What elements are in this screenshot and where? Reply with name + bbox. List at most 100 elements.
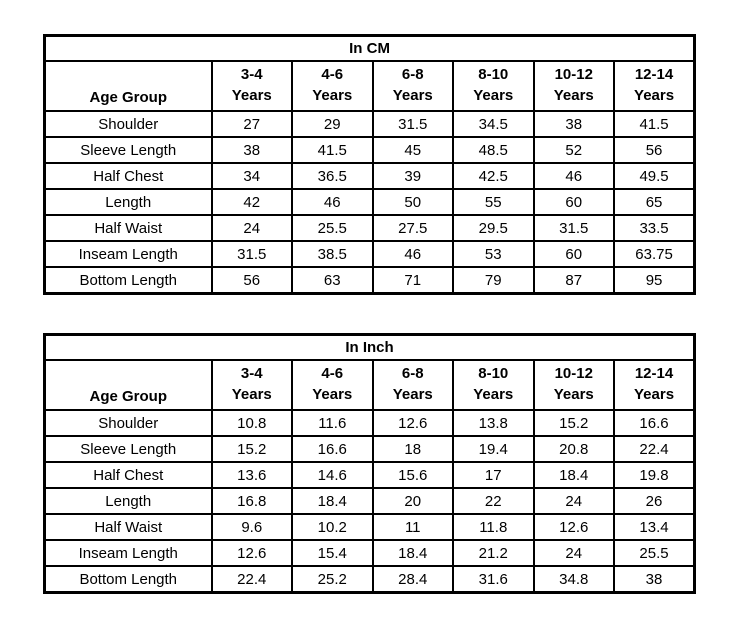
header-line: Years <box>553 87 594 104</box>
table-row: Shoulder 27 29 31.5 34.5 38 41.5 <box>43 110 696 138</box>
table-row: Length 42 46 50 55 60 65 <box>43 188 696 216</box>
measurement-value: 50 <box>371 188 454 216</box>
measurement-value: 19.8 <box>613 461 696 489</box>
age-range-header: 10-12 Years <box>532 60 615 112</box>
title-row: In CM <box>43 34 696 62</box>
measurement-value: 27 <box>210 110 293 138</box>
measurement-value: 63.75 <box>613 240 696 268</box>
measurement-value: 38 <box>210 136 293 164</box>
header-line: Years <box>392 87 433 104</box>
measurement-value: 36.5 <box>291 162 374 190</box>
measurement-value: 24 <box>532 539 615 567</box>
table-row: Inseam Length 12.6 15.4 18.4 21.2 24 25.5 <box>43 539 696 567</box>
measurement-value: 34 <box>210 162 293 190</box>
measurement-value: 11.6 <box>291 409 374 437</box>
measurement-value: 79 <box>452 266 535 295</box>
age-range-header: 4-6 Years <box>291 60 374 112</box>
measurement-label: Shoulder <box>43 409 213 437</box>
header-line: 6-8 <box>401 365 424 382</box>
age-group-header: Age Group <box>43 60 213 112</box>
measurement-label: Bottom Length <box>43 266 213 295</box>
table-title-cm: In CM <box>43 34 696 62</box>
age-range-header: 3-4 Years <box>210 359 293 411</box>
measurement-value: 55 <box>452 188 535 216</box>
measurement-value: 29.5 <box>452 214 535 242</box>
measurement-value: 11 <box>371 513 454 541</box>
measurement-value: 16.6 <box>613 409 696 437</box>
header-line: 12-14 <box>634 365 674 382</box>
measurement-value: 41.5 <box>291 136 374 164</box>
measurement-value: 24 <box>210 214 293 242</box>
measurement-value: 12.6 <box>371 409 454 437</box>
measurement-value: 9.6 <box>210 513 293 541</box>
header-line: Years <box>392 386 433 403</box>
measurement-value: 21.2 <box>452 539 535 567</box>
header-line: 8-10 <box>478 66 509 83</box>
measurement-value: 42 <box>210 188 293 216</box>
measurement-value: 13.4 <box>613 513 696 541</box>
measurement-value: 19.4 <box>452 435 535 463</box>
header-row: Age Group 3-4 Years 4-6 Years 6-8 Years 8-10 Yea… <box>43 60 696 112</box>
header-line: 8-10 <box>478 365 509 382</box>
measurement-value: 10.2 <box>291 513 374 541</box>
size-table-inch: In Inch Age Group 3-4 Years 4-6 Years 6-8 Year… <box>43 333 697 594</box>
measurement-value: 38 <box>532 110 615 138</box>
measurement-label: Bottom Length <box>43 565 213 594</box>
measurement-value: 17 <box>452 461 535 489</box>
header-line: 4-6 <box>321 365 344 382</box>
header-line: Years <box>473 87 514 104</box>
header-line: Years <box>312 386 353 403</box>
measurement-value: 29 <box>291 110 374 138</box>
measurement-value: 46 <box>532 162 615 190</box>
table-row: Half Waist 24 25.5 27.5 29.5 31.5 33.5 <box>43 214 696 242</box>
measurement-value: 11.8 <box>452 513 535 541</box>
age-range-header: 4-6 Years <box>291 359 374 411</box>
header-line: Years <box>231 386 272 403</box>
measurement-value: 18.4 <box>532 461 615 489</box>
header-line: 6-8 <box>401 66 424 83</box>
table-row: Sleeve Length 15.2 16.6 18 19.4 20.8 22.4 <box>43 435 696 463</box>
header-line: 3-4 <box>240 66 263 83</box>
measurement-label: Shoulder <box>43 110 213 138</box>
measurement-value: 56 <box>210 266 293 295</box>
measurement-value: 31.5 <box>532 214 615 242</box>
measurement-value: 18 <box>371 435 454 463</box>
table-row: Half Chest 34 36.5 39 42.5 46 49.5 <box>43 162 696 190</box>
age-group-header: Age Group <box>43 359 213 411</box>
table-row: Bottom Length 56 63 71 79 87 95 <box>43 266 696 295</box>
measurement-value: 14.6 <box>291 461 374 489</box>
measurement-value: 31.6 <box>452 565 535 594</box>
header-line: Years <box>634 386 675 403</box>
age-range-header: 8-10 Years <box>452 359 535 411</box>
measurement-value: 48.5 <box>452 136 535 164</box>
measurement-label: Half Chest <box>43 162 213 190</box>
age-range-header: 3-4 Years <box>210 60 293 112</box>
measurement-value: 56 <box>613 136 696 164</box>
table-row: Length 16.8 18.4 20 22 24 26 <box>43 487 696 515</box>
measurement-value: 13.8 <box>452 409 535 437</box>
measurement-value: 22.4 <box>210 565 293 594</box>
measurement-label: Half Waist <box>43 513 213 541</box>
measurement-value: 42.5 <box>452 162 535 190</box>
title-row: In Inch <box>43 333 696 361</box>
measurement-value: 39 <box>371 162 454 190</box>
measurement-value: 38.5 <box>291 240 374 268</box>
age-range-header: 6-8 Years <box>371 359 454 411</box>
measurement-value: 10.8 <box>210 409 293 437</box>
measurement-value: 33.5 <box>613 214 696 242</box>
measurement-value: 18.4 <box>291 487 374 515</box>
measurement-value: 49.5 <box>613 162 696 190</box>
measurement-value: 46 <box>371 240 454 268</box>
table-body-cm: Shoulder 27 29 31.5 34.5 38 41.5 Sleeve Length 3… <box>43 110 696 295</box>
measurement-value: 45 <box>371 136 454 164</box>
age-range-header: 12-14 Years <box>613 359 696 411</box>
age-range-header: 6-8 Years <box>371 60 454 112</box>
measurement-value: 16.6 <box>291 435 374 463</box>
header-line: 3-4 <box>240 365 263 382</box>
measurement-value: 52 <box>532 136 615 164</box>
age-range-header: 10-12 Years <box>532 359 615 411</box>
measurement-value: 41.5 <box>613 110 696 138</box>
measurement-value: 15.4 <box>291 539 374 567</box>
table-row: Half Chest 13.6 14.6 15.6 17 18.4 19.8 <box>43 461 696 489</box>
